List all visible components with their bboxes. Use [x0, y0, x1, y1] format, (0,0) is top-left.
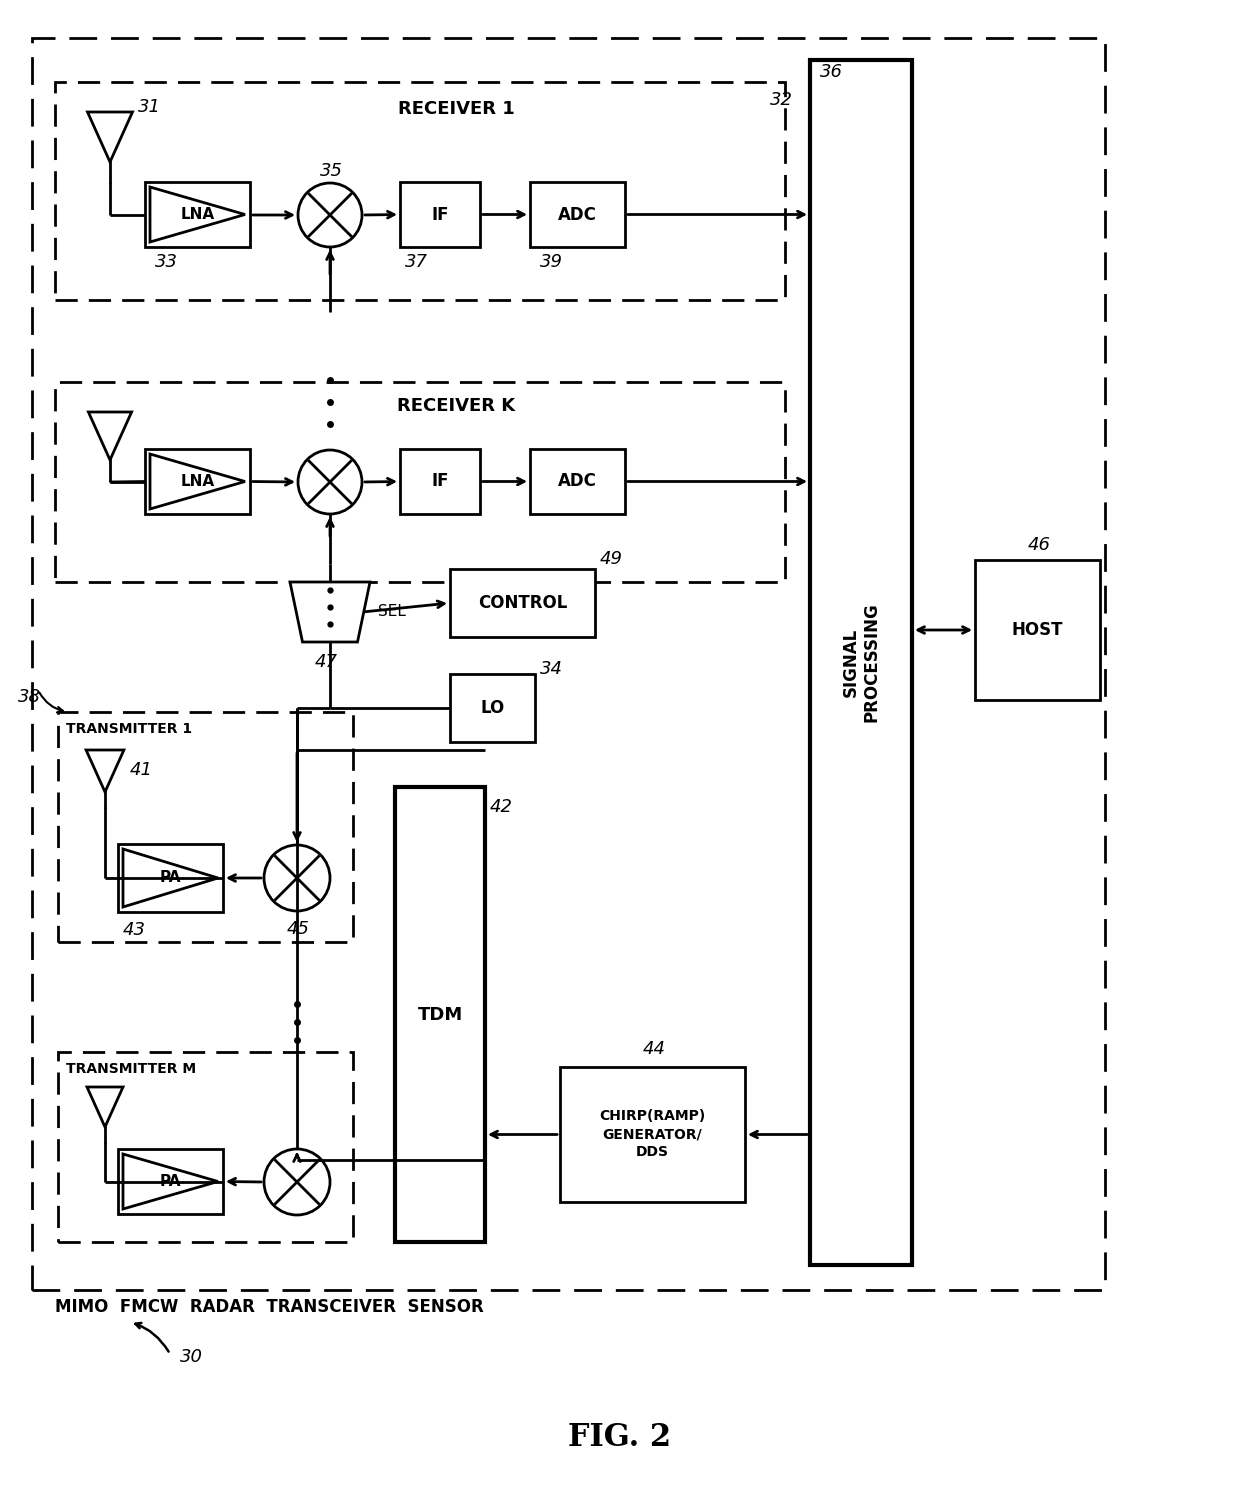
Text: CHIRP(RAMP): CHIRP(RAMP)	[599, 1110, 706, 1123]
Text: 31: 31	[138, 98, 161, 116]
Text: TRANSMITTER M: TRANSMITTER M	[66, 1061, 196, 1077]
Bar	[975, 559, 1100, 700]
Bar	[58, 712, 353, 942]
Bar	[450, 569, 595, 637]
Text: 30: 30	[180, 1349, 203, 1365]
Bar	[529, 449, 625, 514]
Text: RECEIVER K: RECEIVER K	[398, 398, 516, 414]
Text: PA: PA	[160, 871, 181, 886]
Bar	[55, 82, 785, 299]
Text: TDM: TDM	[418, 1005, 463, 1024]
Text: 43: 43	[123, 921, 146, 939]
Text: IF: IF	[432, 206, 449, 224]
Text: 39: 39	[539, 253, 563, 271]
Bar	[450, 674, 534, 742]
Text: 46: 46	[1028, 535, 1050, 553]
Bar	[118, 844, 223, 912]
Bar	[560, 1067, 745, 1202]
Text: 47: 47	[315, 653, 339, 671]
Bar	[58, 1052, 353, 1241]
Bar	[810, 60, 911, 1266]
Text: 45: 45	[286, 919, 310, 937]
Text: PA: PA	[160, 1173, 181, 1188]
Bar	[529, 181, 625, 246]
Bar	[145, 449, 250, 514]
Text: ADC: ADC	[558, 206, 596, 224]
Text: LNA: LNA	[181, 207, 215, 222]
Text: GENERATOR/: GENERATOR/	[603, 1128, 702, 1142]
Bar	[118, 1149, 223, 1214]
Text: TRANSMITTER 1: TRANSMITTER 1	[66, 723, 192, 736]
Bar	[32, 38, 1105, 1290]
Text: LO: LO	[480, 699, 505, 717]
Text: SIGNAL
PROCESSING: SIGNAL PROCESSING	[842, 603, 880, 723]
Text: 32: 32	[770, 91, 794, 109]
Text: IF: IF	[432, 472, 449, 490]
Text: ADC: ADC	[558, 472, 596, 490]
Text: DDS: DDS	[636, 1146, 670, 1160]
Bar	[55, 383, 785, 582]
Text: SEL: SEL	[378, 605, 405, 620]
Text: HOST: HOST	[1012, 621, 1063, 640]
Text: 49: 49	[600, 550, 622, 569]
Text: 38: 38	[19, 688, 41, 706]
Text: 41: 41	[130, 761, 153, 779]
Bar	[396, 788, 485, 1241]
Text: RECEIVER 1: RECEIVER 1	[398, 100, 515, 118]
Text: LNA: LNA	[181, 473, 215, 488]
Text: CONTROL: CONTROL	[477, 594, 567, 612]
Bar	[401, 181, 480, 246]
Polygon shape	[290, 582, 370, 643]
Bar	[145, 181, 250, 246]
Bar	[401, 449, 480, 514]
Text: 34: 34	[539, 661, 563, 677]
Text: 42: 42	[490, 798, 513, 816]
Text: 35: 35	[320, 162, 343, 180]
Text: FIG. 2: FIG. 2	[568, 1421, 672, 1453]
Text: 33: 33	[155, 253, 179, 271]
Text: 36: 36	[820, 64, 843, 82]
Text: 37: 37	[405, 253, 428, 271]
Text: 44: 44	[642, 1040, 666, 1058]
Text: MIMO  FMCW  RADAR  TRANSCEIVER  SENSOR: MIMO FMCW RADAR TRANSCEIVER SENSOR	[55, 1297, 484, 1315]
